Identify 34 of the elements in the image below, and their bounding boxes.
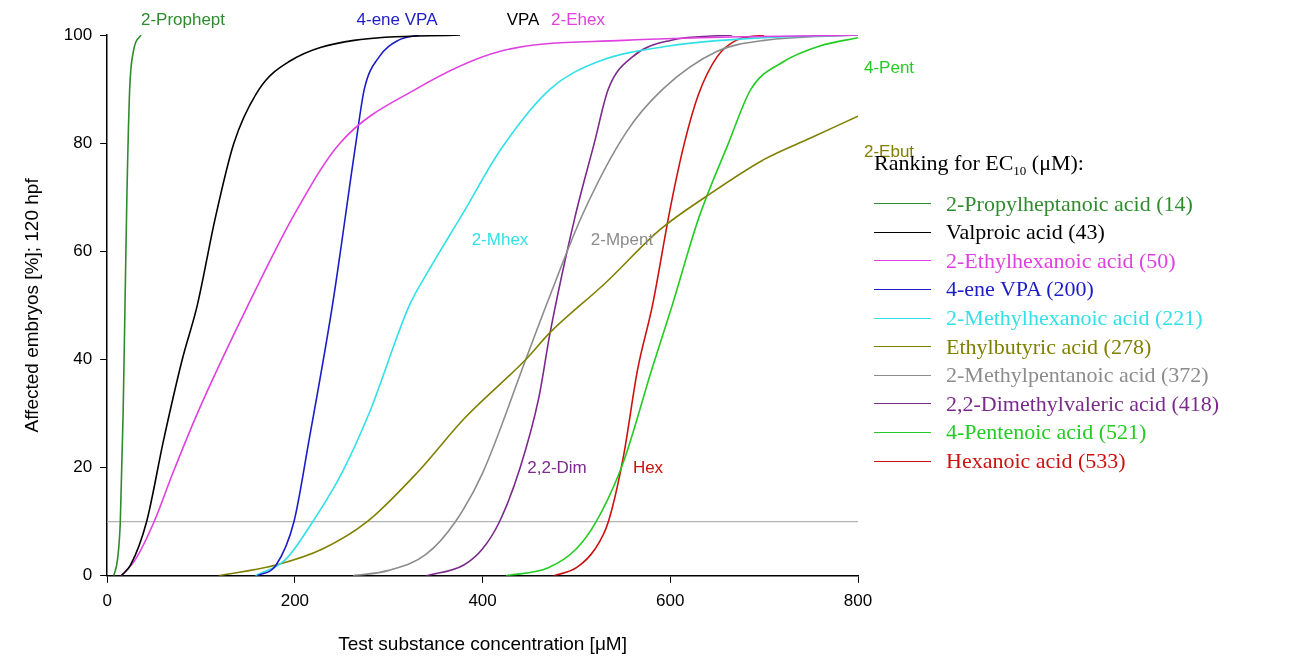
y-tick-label: 0: [82, 565, 93, 585]
legend-label: 4-ene VPA (200): [946, 276, 1094, 303]
y-axis-title: Affected embryos [%]; 120 hpf: [20, 177, 42, 433]
legend-label: 2-Propylheptanoic acid (14): [946, 190, 1193, 217]
y-tick-label: 60: [73, 241, 93, 261]
x-tick-label: 0: [102, 590, 112, 610]
text: VPA: [506, 9, 541, 29]
text: 4-ene VPA: [356, 9, 439, 29]
x-tick-label: 200: [280, 590, 310, 610]
line-series: [218, 115, 858, 576]
legend-label: 2-Methylpentanoic acid (372): [946, 362, 1209, 389]
x-tick-label: 400: [468, 590, 497, 610]
legend-label: Ethylbutyric acid (278): [946, 333, 1152, 360]
x-tick-label: 800: [843, 590, 873, 610]
legend-label: 4-Pentenoic acid (521): [946, 419, 1147, 446]
y-tick-label: 80: [73, 132, 93, 152]
x-axis-title: Test substance concentration [μM]: [338, 632, 627, 654]
legend-label: Valproic acid (43): [946, 219, 1105, 246]
annotation: Hex: [632, 457, 664, 477]
legend-label: 2,2-Dimethylvaleric acid (418): [946, 390, 1220, 417]
text: 2-Prophept: [140, 9, 226, 29]
legend-label: Hexanoic acid (533): [946, 448, 1126, 475]
y-tick-label: 40: [73, 349, 93, 369]
annotation: 2-Mhex: [471, 229, 529, 249]
x-tick-label: 600: [656, 590, 685, 610]
text: 4-Pent: [864, 57, 915, 77]
annotation: 2,2-Dim: [527, 457, 587, 477]
legend-label: 2-Ethylhexanoic acid (50): [946, 247, 1176, 274]
line-series: [112, 35, 142, 576]
y-tick-label: 20: [73, 457, 93, 477]
y-tick-label: 100: [63, 24, 93, 44]
line-series: [425, 35, 734, 576]
legend-label: 2-Methylhexanoic acid (221): [946, 305, 1203, 332]
text: 2-Ehex: [551, 9, 606, 29]
